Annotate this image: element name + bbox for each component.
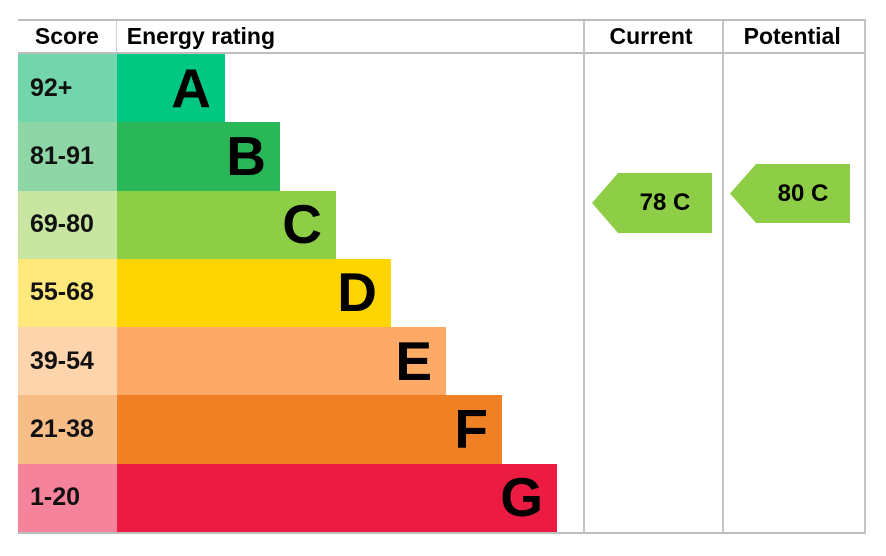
band-letter: C: [282, 193, 322, 256]
band-bar: A: [117, 54, 225, 123]
energy-rating-column-header: Energy rating: [126, 23, 276, 49]
left-arrow-icon: [592, 173, 712, 233]
current-rating-arrow: 78 C: [592, 173, 712, 233]
band-row: 55-68 D: [18, 258, 864, 328]
band-row: 21-38 F: [18, 395, 864, 464]
band-score-range: 81-91: [18, 122, 117, 191]
band-rows: 92+ A 81-91 B 69-80 C 55-68 D 39-54 E 21…: [18, 54, 864, 532]
table-header-row: Score Energy rating Current Potential: [18, 21, 864, 54]
band-row: 92+ A: [18, 54, 864, 123]
band-score-range: 92+: [18, 54, 117, 123]
potential-column-left-border: [722, 21, 724, 532]
band-row: 69-80 C: [18, 190, 864, 259]
current-column-header: Current: [609, 23, 693, 49]
band-score-range: 39-54: [18, 327, 117, 396]
potential-rating-label: 80 C: [777, 179, 829, 207]
potential-column-header: Potential: [743, 23, 841, 49]
band-letter: G: [500, 466, 543, 529]
band-bar: C: [117, 190, 336, 259]
band-letter: D: [337, 261, 377, 324]
epc-table: Score Energy rating Current Potential 92…: [18, 19, 866, 534]
band-letter: F: [454, 398, 488, 461]
band-score-range: 1-20: [18, 463, 117, 532]
band-score-range: 21-38: [18, 395, 117, 464]
band-letter: E: [395, 329, 432, 392]
potential-rating-arrow: 80 C: [730, 164, 850, 223]
band-bar: D: [117, 258, 391, 328]
left-arrow-icon: [730, 164, 850, 223]
band-bar: G: [117, 463, 557, 532]
band-score-range: 55-68: [18, 258, 117, 328]
band-letter: A: [171, 56, 211, 119]
current-rating-label: 78 C: [639, 189, 691, 216]
band-row: 81-91 B: [18, 122, 864, 191]
band-bar: B: [117, 122, 280, 191]
score-column-header: Score: [18, 21, 117, 52]
current-column-left-border: [583, 21, 585, 532]
band-row: 1-20 G: [18, 463, 864, 532]
band-bar: E: [117, 327, 446, 396]
band-row: 39-54 E: [18, 327, 864, 396]
band-letter: B: [226, 124, 266, 187]
band-bar: F: [117, 395, 502, 464]
band-score-range: 69-80: [18, 190, 117, 259]
